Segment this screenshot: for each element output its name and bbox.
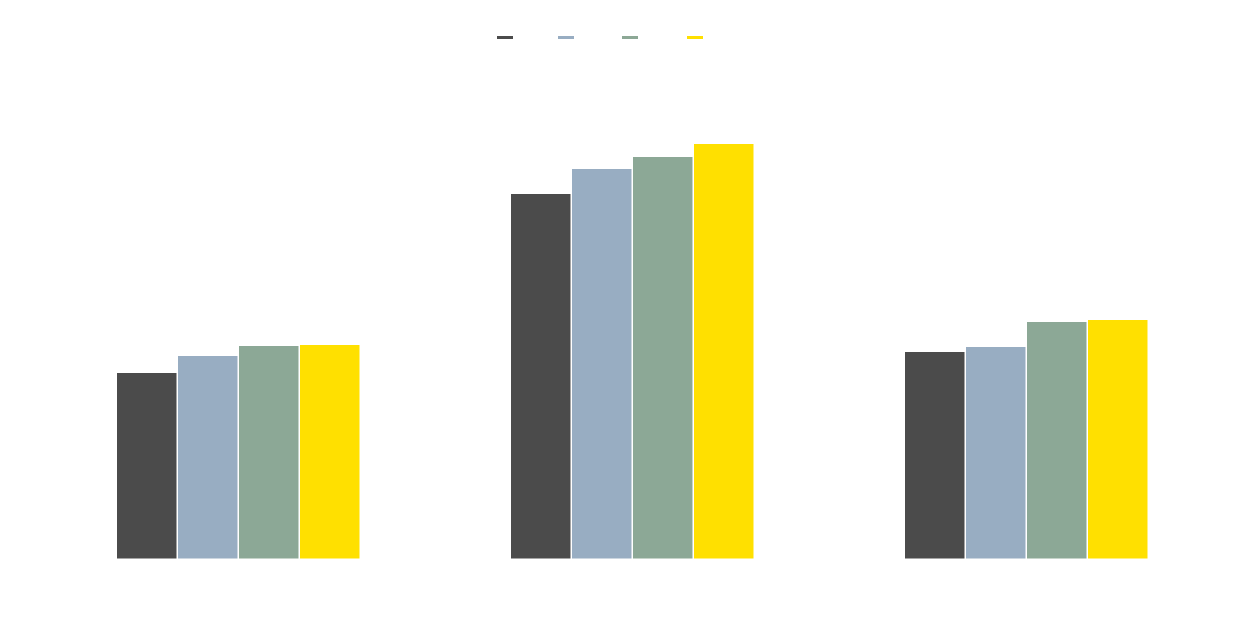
bar-series-4-group-3 (1086, 318, 1149, 560)
bar-series-2-group-2 (570, 167, 633, 560)
bar-series-1-group-1 (115, 371, 178, 560)
bar-series-1-group-2 (509, 192, 572, 560)
bar-series-3-group-3 (1025, 320, 1088, 560)
legend-swatch-series-3 (622, 36, 638, 39)
legend-swatch-series-1 (497, 36, 513, 39)
bar-series-3-group-1 (237, 344, 300, 560)
bar-series-1-group-3 (903, 350, 966, 560)
bar-series-4-group-2 (692, 142, 755, 560)
legend-swatch-series-2 (558, 36, 574, 39)
legend (497, 36, 703, 39)
plot-area (115, 142, 1149, 560)
bar-series-2-group-1 (176, 354, 239, 560)
bar-series-3-group-2 (631, 155, 694, 560)
bar-series-4-group-1 (298, 343, 361, 560)
legend-swatch-series-4 (687, 36, 703, 39)
bar-series-2-group-3 (964, 345, 1027, 560)
